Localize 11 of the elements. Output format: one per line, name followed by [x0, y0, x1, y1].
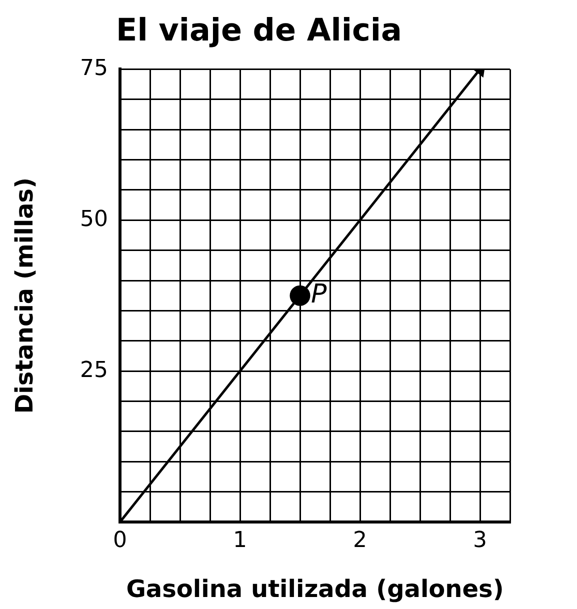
y-tick-label: 75 — [80, 56, 108, 81]
x-tick-label: 1 — [233, 528, 247, 553]
x-tick-label: 2 — [353, 528, 367, 553]
y-tick-label: 50 — [80, 206, 108, 232]
x-tick-label: 0 — [113, 528, 127, 553]
x-axis-title: Gasolina utilizada (galones) — [126, 574, 504, 603]
x-tick-label: 3 — [473, 528, 487, 553]
y-tick-label: 25 — [80, 358, 108, 383]
annotation: P — [311, 279, 327, 310]
y-axis-title: Distancia (millas) — [10, 177, 39, 414]
chart-title: El viaje de Alicia — [116, 12, 402, 49]
